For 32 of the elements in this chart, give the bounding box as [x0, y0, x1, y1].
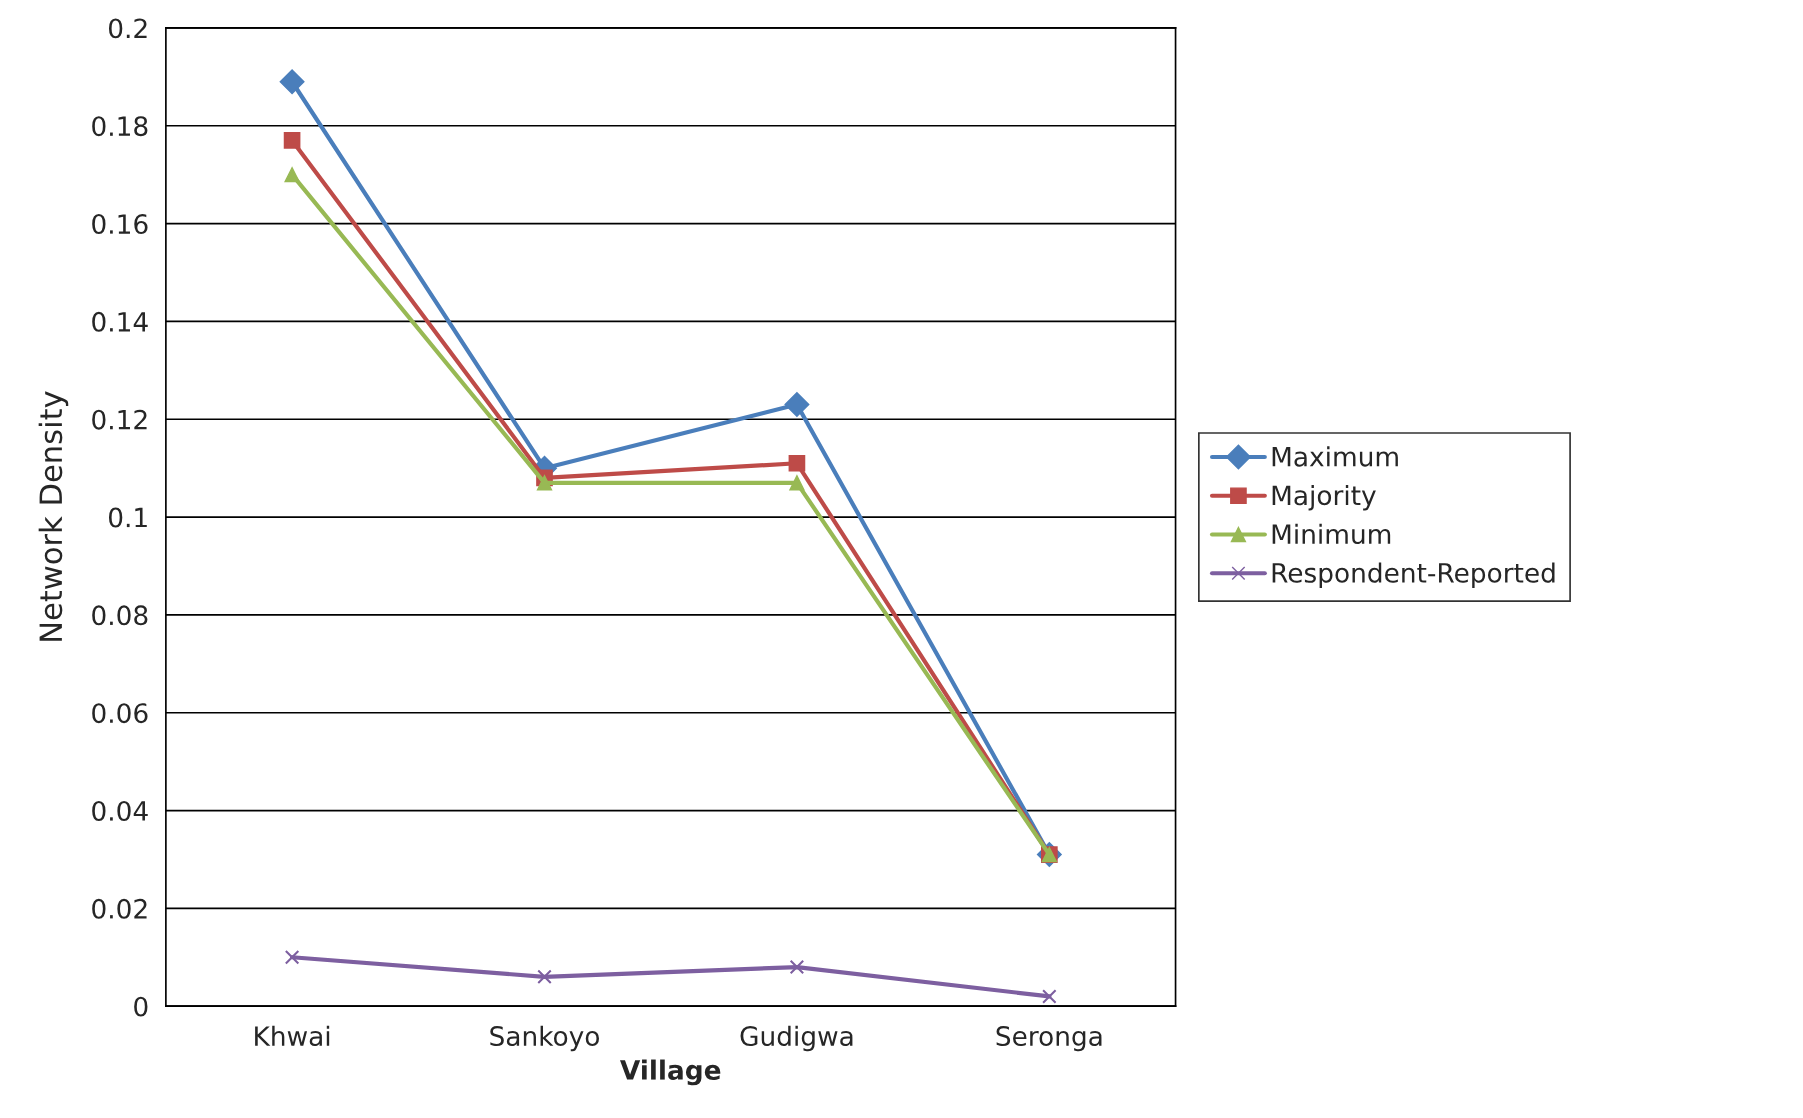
x-tick-label: Sankoyo: [490, 1025, 599, 1052]
point: [789, 959, 805, 975]
point: [789, 475, 805, 491]
y-tick-label: 0: [134, 996, 148, 1017]
y-tick-label: 0.2: [108, 18, 147, 39]
point: [536, 475, 553, 491]
legend-label: Maximum: [1272, 446, 1398, 467]
legend-label: Minimum: [1272, 523, 1391, 545]
point: [284, 950, 300, 965]
x-tick-label: Gudigwa: [740, 1025, 853, 1052]
point: [788, 454, 806, 472]
y-tick-label: 0.1: [108, 507, 147, 528]
legend-label: Respondent-Reported: [1272, 562, 1555, 588]
y-tick-label: 0.08: [92, 605, 148, 626]
x-tick-label: Seronga: [996, 1026, 1102, 1052]
y-tick-label: 0.18: [92, 116, 148, 137]
point: [279, 69, 305, 95]
legend-label: Majority: [1272, 484, 1376, 511]
y-tick-label: 0.04: [92, 800, 148, 821]
y-tick-label: 0.14: [92, 311, 148, 332]
y-axis-title: Network Density: [38, 391, 69, 641]
x-axis-title: Village: [620, 1059, 721, 1086]
point: [537, 969, 552, 985]
x-tick-label: Khwai: [255, 1025, 330, 1047]
point: [784, 392, 810, 418]
y-tick-label: 0.02: [92, 898, 147, 919]
y-tick-label: 0.06: [92, 703, 148, 724]
y-tick-label: 0.12: [92, 409, 147, 430]
point: [283, 132, 301, 149]
y-tick-label: 0.16: [92, 214, 148, 234]
point: [1042, 989, 1057, 1004]
point: [284, 167, 300, 183]
